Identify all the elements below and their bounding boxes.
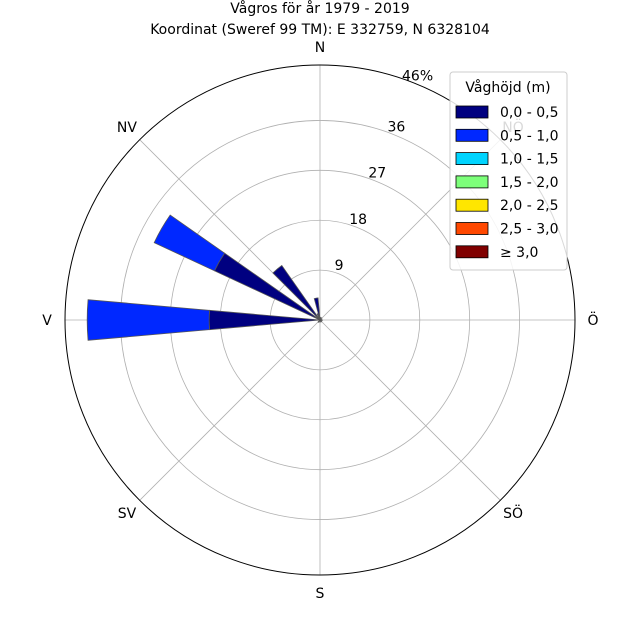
legend-box xyxy=(449,71,568,271)
rose-bar-segment xyxy=(313,297,321,321)
grid-spoke xyxy=(139,319,321,501)
rose-bar-segment xyxy=(208,309,321,331)
rose-bar-segment xyxy=(213,252,321,321)
legend-items: 0,0 - 0,5 0,5 - 1,0 1,0 - 1,5 1,5 - 2,0 2,0 … xyxy=(455,105,558,261)
legend-swatch xyxy=(455,175,489,189)
radial-tick-label: 36 xyxy=(387,120,405,136)
radial-tick-label: 46% xyxy=(402,68,433,84)
legend-swatch xyxy=(455,198,489,212)
direction-label: SV xyxy=(118,506,137,522)
legend-label: 2,0 - 2,5 xyxy=(500,198,558,214)
legend-label: 2,5 - 3,0 xyxy=(500,222,558,238)
rose-bar-segment xyxy=(153,214,226,272)
direction-label: N xyxy=(315,40,325,56)
legend-label: 1,0 - 1,5 xyxy=(500,152,558,168)
legend-title: Våghöjd (m) xyxy=(465,79,550,96)
chart-subtitle: Koordinat (Sweref 99 TM): E 332759, N 63… xyxy=(150,22,490,38)
rose-bars xyxy=(86,214,323,341)
rose-bar-segment xyxy=(317,319,321,323)
radial-tick-label: 18 xyxy=(349,212,367,228)
legend-swatch xyxy=(455,105,489,119)
direction-label: NV xyxy=(117,120,137,136)
radial-tick-labels: 9 18 27 36 46% xyxy=(335,68,434,273)
legend-label: ≥ 3,0 xyxy=(500,245,538,261)
direction-label: V xyxy=(42,313,52,329)
legend-swatch xyxy=(455,245,489,259)
direction-label: S xyxy=(316,586,325,602)
grid-spoke xyxy=(319,319,501,501)
rose-bar-segment xyxy=(86,299,210,341)
chart-title: Vågros för år 1979 - 2019 xyxy=(230,0,409,17)
legend-swatch xyxy=(455,128,489,142)
legend-label: 0,5 - 1,0 xyxy=(500,128,558,144)
direction-label: Ö xyxy=(587,311,598,329)
polar-outer-circle xyxy=(64,64,576,576)
legend: Våghöjd (m) 0,0 - 0,5 0,5 - 1,0 1,0 - 1,5 1… xyxy=(449,71,568,271)
direction-label: SÖ xyxy=(503,504,523,522)
radial-tick-label: 27 xyxy=(368,166,386,182)
legend-label: 0,0 - 0,5 xyxy=(500,105,558,121)
radial-tick-label: 9 xyxy=(335,258,344,274)
rose-bar-segment xyxy=(272,264,321,321)
legend-swatch xyxy=(455,222,489,235)
legend-label: 1,5 - 2,0 xyxy=(500,175,558,191)
legend-swatch xyxy=(455,152,489,166)
